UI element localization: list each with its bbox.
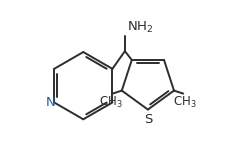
- Text: N: N: [45, 96, 55, 109]
- Text: NH$_2$: NH$_2$: [127, 20, 153, 35]
- Text: S: S: [144, 113, 152, 126]
- Text: CH$_3$: CH$_3$: [173, 95, 197, 111]
- Text: CH$_3$: CH$_3$: [99, 95, 123, 111]
